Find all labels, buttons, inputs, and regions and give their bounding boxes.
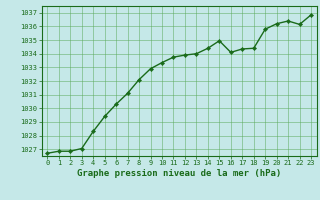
X-axis label: Graphe pression niveau de la mer (hPa): Graphe pression niveau de la mer (hPa)	[77, 169, 281, 178]
